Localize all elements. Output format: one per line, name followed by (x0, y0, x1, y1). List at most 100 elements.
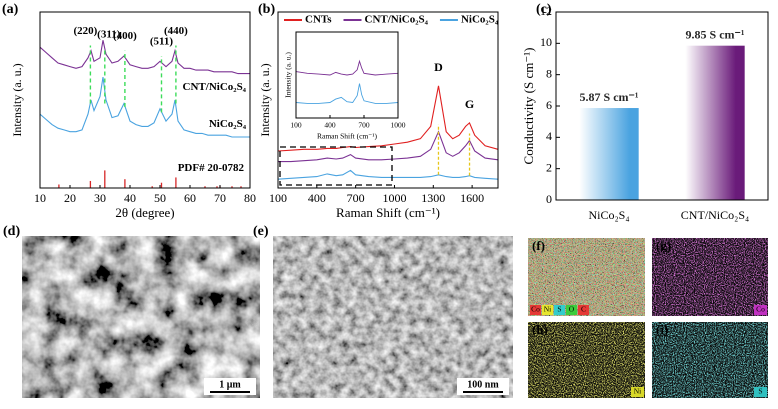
peak-label: (311) (97, 28, 121, 40)
eds-speckle (528, 238, 645, 316)
peak-label: (511) (150, 35, 174, 47)
panel-label: (g) (656, 238, 671, 253)
x-tick-label: 1300 (421, 191, 445, 205)
element-label: C (581, 305, 586, 314)
element-label: Co (531, 305, 540, 314)
peak-label: (440) (164, 25, 188, 37)
x-tick-label: 10 (34, 191, 46, 205)
element-key (530, 305, 541, 315)
panel-label: (f) (532, 238, 545, 253)
x-tick-label: 100 (290, 120, 302, 129)
legend-label: CNT/NiCo₂S₄ (365, 14, 429, 26)
x-tick-label: 80 (244, 191, 256, 205)
x-tick-label: NiCo₂S₄ (588, 208, 629, 222)
y-tick-label: 10 (540, 35, 552, 49)
element-label: Ni (634, 387, 642, 396)
element-label: O (569, 305, 575, 314)
plot-area (40, 12, 250, 188)
x-tick-label: 400 (308, 191, 326, 205)
x-tick-label: 70 (214, 191, 226, 205)
panel-label: (d) (3, 224, 20, 239)
x-tick-label: 60 (184, 191, 196, 205)
y-axis-label: Intensity (a. u.) (284, 52, 293, 98)
panel-label: (h) (532, 322, 548, 337)
element-label: Ni (544, 305, 552, 314)
plot-frame (295, 31, 399, 119)
eds-speckle (652, 322, 768, 398)
series-line (278, 130, 499, 163)
y-tick-label: 12 (540, 4, 552, 18)
element-key (631, 387, 644, 397)
panel-label: (c) (536, 2, 552, 17)
x-tick-label: 700 (347, 191, 365, 205)
series-line (277, 85, 499, 152)
region-box (279, 146, 393, 186)
band-label: D (434, 60, 443, 74)
element-key (754, 305, 767, 315)
x-tick-label: 700 (358, 120, 370, 129)
scale-bar-label: 100 nm (467, 379, 499, 390)
x-tick-label: 50 (154, 191, 166, 205)
x-tick-label: 20 (64, 191, 76, 205)
sem-image (22, 236, 260, 398)
series-line (39, 77, 250, 138)
reference-label: PDF# 20-0782 (178, 162, 245, 174)
scale-bar-label: 1 μm (219, 379, 241, 390)
eds-speckle (528, 322, 645, 398)
element-label: Co (756, 305, 765, 314)
bar (685, 45, 745, 200)
x-tick-label: 30 (94, 191, 106, 205)
panel-label: (b) (258, 2, 275, 17)
x-tick-label: CNT/NiCo₂S₄ (681, 208, 749, 222)
y-axis-label: Intensity (a. u.) (258, 63, 272, 136)
y-tick-label: 2 (546, 160, 552, 174)
x-tick-label: 40 (124, 191, 136, 205)
y-axis-label: Intensity (a. u.) (10, 63, 24, 136)
panel-label: (i) (656, 322, 668, 337)
y-tick-label: 4 (546, 129, 552, 143)
series-line (295, 83, 399, 104)
y-tick-label: 6 (546, 98, 552, 112)
x-tick-label: 100 (269, 191, 287, 205)
peak-label: (400) (113, 30, 137, 42)
series-label: NiCo₂S₄ (209, 118, 247, 130)
value-label: 5.87 S cm⁻¹ (580, 90, 639, 104)
panel-label: (e) (253, 224, 269, 239)
element-label: S (557, 305, 561, 314)
y-axis-label: Conductivity (S cm⁻¹) (521, 48, 536, 165)
x-tick-label: 1000 (382, 191, 406, 205)
plot-frame (277, 11, 499, 189)
scale-bar-box (457, 378, 509, 395)
eds-speckle (652, 238, 768, 316)
bar (579, 108, 639, 200)
value-label: 9.85 S cm⁻¹ (686, 27, 745, 41)
legend-label: CNTs (305, 14, 332, 26)
x-tick-label: 1000 (391, 120, 406, 129)
element-key (542, 305, 553, 315)
x-tick-label: 1600 (460, 191, 484, 205)
element-label: S (758, 387, 762, 396)
element-key (566, 305, 577, 315)
y-tick-label: 8 (546, 66, 552, 80)
series-line (39, 40, 250, 75)
x-axis-label: Raman Shift (cm⁻¹) (317, 132, 377, 141)
legend-label: NiCo₂S₄ (461, 14, 499, 26)
x-axis-label: 2θ (degree) (115, 205, 174, 220)
element-key (754, 387, 767, 397)
series-line (277, 169, 499, 180)
scale-bar-box (204, 378, 256, 395)
plot-frame (39, 11, 251, 189)
element-key (554, 305, 565, 315)
series-line (295, 59, 399, 76)
x-axis-label: Raman Shift (cm⁻¹) (336, 205, 440, 220)
sem-image (273, 236, 513, 398)
peak-label: (220) (73, 25, 97, 37)
band-label: G (465, 97, 474, 111)
y-tick-label: 0 (546, 192, 552, 206)
x-tick-label: 400 (324, 120, 336, 129)
element-key (578, 305, 589, 315)
panel-label: (a) (2, 2, 19, 17)
series-label: CNT/NiCo₂S₄ (183, 81, 247, 93)
